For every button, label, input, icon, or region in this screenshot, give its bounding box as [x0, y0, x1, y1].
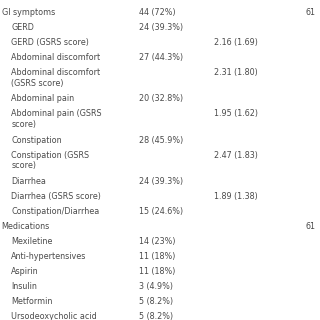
Text: 24 (39.3%): 24 (39.3%)	[139, 177, 183, 186]
Text: Diarrhea: Diarrhea	[11, 177, 46, 186]
Text: 1.89 (1.38): 1.89 (1.38)	[214, 192, 258, 201]
Text: 11 (18%): 11 (18%)	[139, 252, 176, 261]
Text: 2.16 (1.69): 2.16 (1.69)	[214, 38, 258, 47]
Text: Constipation: Constipation	[11, 136, 62, 145]
Text: Abdominal discomfort: Abdominal discomfort	[11, 53, 100, 62]
Text: Abdominal discomfort
(GSRS score): Abdominal discomfort (GSRS score)	[11, 68, 100, 88]
Text: Metformin: Metformin	[11, 297, 52, 306]
Text: 3 (4.9%): 3 (4.9%)	[139, 282, 173, 291]
Text: Abdominal pain: Abdominal pain	[11, 94, 74, 103]
Text: Mexiletine: Mexiletine	[11, 237, 52, 246]
Text: 14 (23%): 14 (23%)	[139, 237, 176, 246]
Text: 24 (39.3%): 24 (39.3%)	[139, 23, 183, 32]
Text: 28 (45.9%): 28 (45.9%)	[139, 136, 183, 145]
Text: Diarrhea (GSRS score): Diarrhea (GSRS score)	[11, 192, 101, 201]
Text: 11 (18%): 11 (18%)	[139, 267, 176, 276]
Text: GERD: GERD	[11, 23, 34, 32]
Text: Abdominal pain (GSRS
score): Abdominal pain (GSRS score)	[11, 109, 102, 129]
Text: Anti-hypertensives: Anti-hypertensives	[11, 252, 87, 261]
Text: 15 (24.6%): 15 (24.6%)	[139, 207, 183, 216]
Text: 1.95 (1.62): 1.95 (1.62)	[214, 109, 259, 118]
Text: Insulin: Insulin	[11, 282, 37, 291]
Text: 2.31 (1.80): 2.31 (1.80)	[214, 68, 258, 77]
Text: GI symptoms: GI symptoms	[2, 8, 55, 17]
Text: 44 (72%): 44 (72%)	[139, 8, 176, 17]
Text: Constipation (GSRS
score): Constipation (GSRS score)	[11, 151, 89, 171]
Text: 5 (8.2%): 5 (8.2%)	[139, 297, 173, 306]
Text: Ursodeoxycholic acid: Ursodeoxycholic acid	[11, 312, 97, 320]
Text: Aspirin: Aspirin	[11, 267, 39, 276]
Text: GERD (GSRS score): GERD (GSRS score)	[11, 38, 89, 47]
Text: 20 (32.8%): 20 (32.8%)	[139, 94, 183, 103]
Text: 61: 61	[305, 8, 315, 17]
Text: 27 (44.3%): 27 (44.3%)	[139, 53, 183, 62]
Text: Constipation/Diarrhea: Constipation/Diarrhea	[11, 207, 100, 216]
Text: 2.47 (1.83): 2.47 (1.83)	[214, 151, 258, 160]
Text: 5 (8.2%): 5 (8.2%)	[139, 312, 173, 320]
Text: Medications: Medications	[2, 222, 50, 231]
Text: 61: 61	[305, 222, 315, 231]
